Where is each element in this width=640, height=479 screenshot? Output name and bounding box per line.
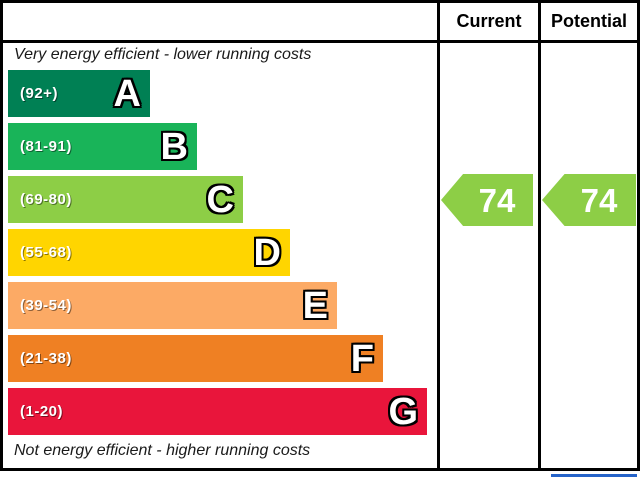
band-d-range-label: (55-68) (20, 244, 72, 261)
band-a-letter: A (113, 72, 141, 115)
band-d-letter: D (253, 231, 281, 274)
band-g-range-label: (1-20) (20, 403, 64, 420)
band-a-bar: (92+) A (8, 70, 150, 117)
bottom-caption: Not energy efficient - higher running co… (14, 442, 311, 459)
band-a-range-label: (92+) (20, 85, 58, 102)
band-b-range-label: (81-91) (20, 138, 72, 155)
band-e-bar: (39-54) E (8, 282, 337, 329)
band-b-letter: B (160, 125, 188, 168)
current-rating-value: 74 (478, 181, 516, 219)
band-g-bar: (1-20) G (8, 388, 427, 435)
potential-column-divider (538, 0, 541, 471)
band-c-bar: (69-80) C (8, 176, 243, 223)
potential-rating-arrow: 74 (542, 174, 636, 226)
band-f-bar: (21-38) F (8, 335, 383, 382)
band-f-letter: F (350, 337, 374, 380)
top-caption: Very energy efficient - lower running co… (14, 46, 312, 63)
band-g-letter: G (388, 390, 418, 433)
current-column-divider (437, 0, 440, 471)
band-f-range-label: (21-38) (20, 350, 72, 367)
band-e-range-label: (39-54) (20, 297, 72, 314)
partial-blue-line-decoration (551, 474, 637, 477)
band-b-bar: (81-91) B (8, 123, 197, 170)
current-column-header: Current (456, 11, 522, 31)
band-c-range-label: (69-80) (20, 191, 72, 208)
band-e-letter: E (302, 284, 328, 327)
header-divider-line (0, 40, 640, 43)
potential-column-header: Potential (550, 11, 627, 31)
potential-rating-value: 74 (580, 181, 618, 219)
band-c-letter: C (206, 178, 234, 221)
band-d-bar: (55-68) D (8, 229, 290, 276)
current-rating-arrow: 74 (441, 174, 533, 226)
